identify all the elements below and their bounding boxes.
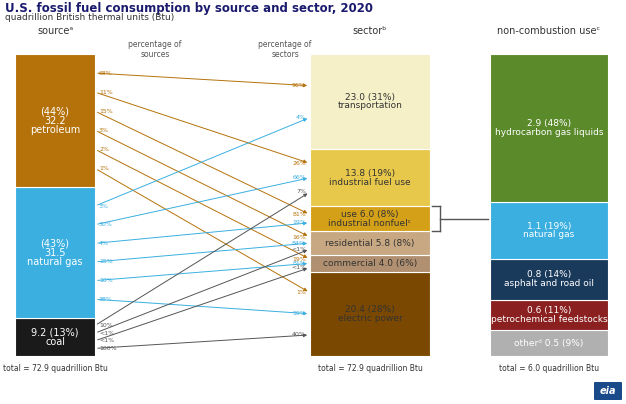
Text: petroleum: petroleum: [30, 125, 80, 135]
Text: 30%: 30%: [99, 222, 113, 227]
Text: 2%: 2%: [99, 147, 109, 152]
Text: 38%: 38%: [99, 297, 113, 302]
Text: <1%: <1%: [99, 330, 114, 336]
Text: 19%: 19%: [292, 220, 306, 225]
Text: sourceᵃ: sourceᵃ: [37, 26, 73, 36]
Text: 68%: 68%: [99, 71, 113, 76]
Bar: [310, 206, 430, 231]
Text: 81%: 81%: [292, 261, 306, 266]
Bar: [310, 231, 430, 255]
Text: use 6.0 (8%): use 6.0 (8%): [341, 210, 399, 219]
Bar: [310, 255, 430, 271]
Text: 15%: 15%: [99, 109, 113, 114]
Text: total = 6.0 quadrillion Btu: total = 6.0 quadrillion Btu: [499, 364, 599, 373]
Text: <1%: <1%: [291, 246, 306, 252]
Bar: [310, 271, 430, 356]
Text: <1%: <1%: [99, 338, 114, 343]
Text: natural gas: natural gas: [523, 230, 575, 240]
Text: total = 72.9 quadrillion Btu: total = 72.9 quadrillion Btu: [317, 364, 423, 373]
Text: 66%: 66%: [292, 175, 306, 180]
Text: 13.8 (19%): 13.8 (19%): [345, 169, 395, 178]
Text: 59%: 59%: [292, 311, 306, 316]
Text: 10%: 10%: [99, 278, 113, 283]
Text: transportation: transportation: [337, 101, 403, 110]
Text: industrial fuel use: industrial fuel use: [329, 178, 411, 187]
Text: eia: eia: [600, 386, 617, 396]
Bar: [15, 318, 95, 356]
Bar: [15, 54, 95, 187]
Text: U.S. fossil fuel consumption by source and sector, 2020: U.S. fossil fuel consumption by source a…: [5, 2, 373, 15]
Text: petrochemical feedstocks: petrochemical feedstocks: [491, 315, 607, 324]
Text: 81%: 81%: [292, 212, 306, 217]
Text: 20.4 (28%): 20.4 (28%): [345, 305, 395, 314]
Text: 19%: 19%: [292, 257, 306, 262]
Text: 4%: 4%: [99, 241, 109, 246]
Text: 2.9 (48%): 2.9 (48%): [527, 119, 571, 128]
Text: (43%): (43%): [41, 238, 69, 248]
Bar: [490, 54, 608, 202]
Text: percentage of
sources: percentage of sources: [128, 40, 182, 59]
Text: residential 5.8 (8%): residential 5.8 (8%): [326, 238, 414, 248]
Text: natural gas: natural gas: [28, 257, 83, 267]
Text: 10%: 10%: [99, 323, 113, 328]
Text: industrial nonfuelᶜ: industrial nonfuelᶜ: [329, 219, 411, 227]
Text: 0.8 (14%): 0.8 (14%): [527, 270, 571, 279]
Text: 15%: 15%: [99, 259, 113, 265]
Bar: [490, 202, 608, 259]
Text: 1.1 (19%): 1.1 (19%): [527, 222, 571, 231]
Bar: [15, 187, 95, 318]
Text: hydrocarbon gas liquids: hydrocarbon gas liquids: [495, 128, 603, 137]
Text: non-combustion useᶜ: non-combustion useᶜ: [498, 26, 600, 36]
Text: otherᵈ 0.5 (9%): otherᵈ 0.5 (9%): [515, 339, 583, 348]
Text: 16%: 16%: [292, 235, 306, 240]
Text: commercial 4.0 (6%): commercial 4.0 (6%): [323, 259, 417, 268]
Text: 7%: 7%: [296, 189, 306, 194]
Bar: [310, 149, 430, 206]
Text: 32.2: 32.2: [44, 116, 66, 126]
Text: sectorᵇ: sectorᵇ: [353, 26, 387, 36]
Text: quadrillion British thermal units (Btu): quadrillion British thermal units (Btu): [5, 13, 174, 22]
Bar: [310, 54, 430, 149]
Text: 9.2 (13%): 9.2 (13%): [31, 327, 79, 337]
Text: coal: coal: [45, 337, 65, 347]
Text: 1%: 1%: [296, 290, 306, 295]
Text: 11%: 11%: [99, 90, 113, 95]
Bar: [490, 300, 608, 330]
Text: 4%: 4%: [296, 115, 306, 120]
Text: percentage of
sectors: percentage of sectors: [259, 40, 312, 59]
Text: 40%: 40%: [292, 332, 306, 337]
Text: electric power: electric power: [337, 314, 403, 323]
Text: 3%: 3%: [99, 128, 109, 133]
Text: 26%: 26%: [292, 161, 306, 166]
Text: <1%: <1%: [291, 265, 306, 270]
Bar: [490, 330, 608, 356]
Text: 23.0 (31%): 23.0 (31%): [345, 93, 395, 102]
Text: 3%: 3%: [99, 204, 109, 208]
Text: 0.6 (11%): 0.6 (11%): [527, 306, 571, 315]
FancyBboxPatch shape: [594, 382, 622, 400]
Text: total = 72.9 quadrillion Btu: total = 72.9 quadrillion Btu: [3, 364, 108, 373]
Text: 1%: 1%: [99, 166, 109, 171]
Text: (44%): (44%): [41, 106, 69, 116]
Text: 100%: 100%: [99, 346, 116, 351]
Text: asphalt and road oil: asphalt and road oil: [504, 279, 594, 288]
Text: 31.5: 31.5: [44, 248, 66, 258]
Bar: [490, 259, 608, 300]
Text: 84%: 84%: [292, 240, 306, 246]
Text: 96%: 96%: [292, 83, 306, 88]
